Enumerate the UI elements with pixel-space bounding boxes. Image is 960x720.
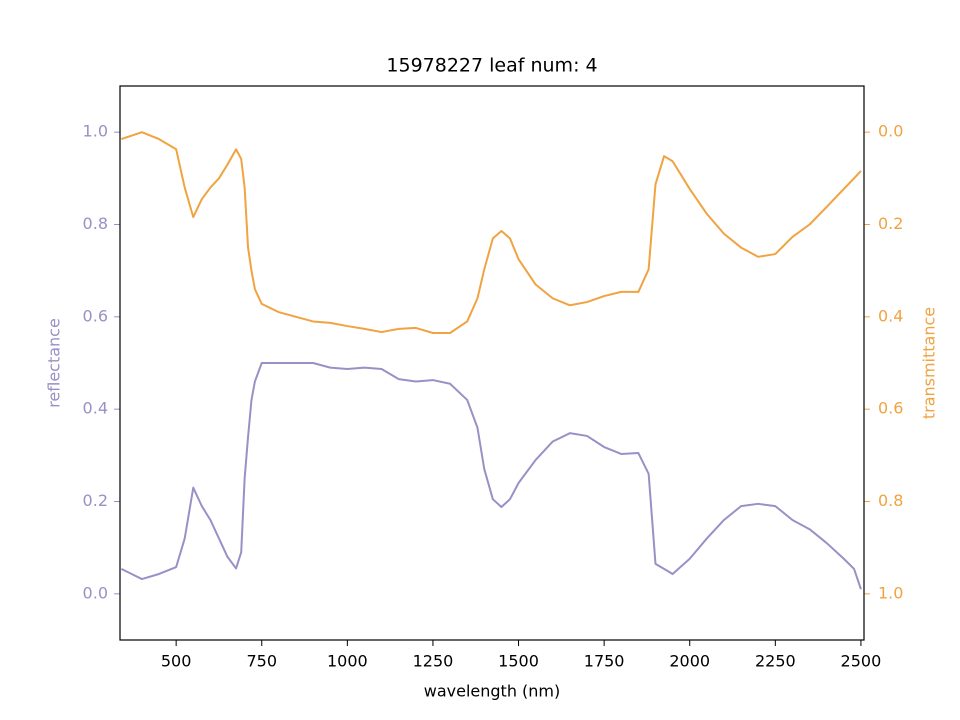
x-tick-label: 2250 [755,652,796,671]
y2-tick-label: 0.6 [878,399,903,418]
x-tick-label: 1750 [584,652,625,671]
plot-frame [119,85,865,641]
x-tick-label: 1500 [498,652,539,671]
x-tick-label: 750 [246,652,277,671]
y2-tick-label: 0.4 [878,306,903,325]
y2-tick-label: 0.2 [878,214,903,233]
series-line [121,131,862,334]
x-tick-label: 2000 [669,652,710,671]
y-tick-label: 1.0 [83,122,108,141]
x-tick-label: 1000 [327,652,368,671]
x-axis-label: wavelength (nm) [424,682,561,701]
series-line [120,362,862,590]
y2-tick-label: 0.8 [878,491,903,510]
y-axis-label: reflectance [45,318,64,408]
y-tick-label: 0.0 [83,583,108,602]
y-tick-label: 0.2 [83,491,108,510]
y2-tick-label: 0.0 [878,122,903,141]
chart-title: 15978227 leaf num: 4 [386,55,597,77]
y2-axis-label: transmittance [920,307,939,419]
y-tick-label: 0.6 [83,306,108,325]
y-tick-label: 0.8 [83,214,108,233]
x-tick-label: 1250 [413,652,454,671]
x-tick-label: 2500 [841,652,882,671]
y-tick-label: 0.4 [83,399,108,418]
y2-tick-label: 1.0 [878,583,903,602]
x-tick-label: 500 [161,652,192,671]
